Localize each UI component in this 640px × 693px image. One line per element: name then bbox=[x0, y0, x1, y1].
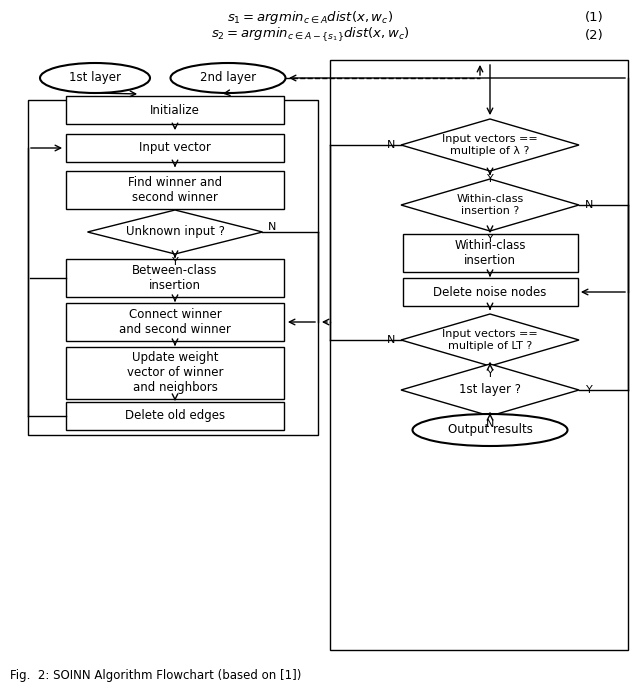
Text: (1): (1) bbox=[584, 10, 604, 24]
Text: Output results: Output results bbox=[447, 423, 532, 437]
FancyBboxPatch shape bbox=[330, 60, 628, 650]
Polygon shape bbox=[401, 119, 579, 171]
FancyBboxPatch shape bbox=[28, 100, 318, 435]
Text: Within-class
insertion ?: Within-class insertion ? bbox=[456, 194, 524, 216]
Text: N: N bbox=[486, 419, 494, 429]
Text: Y: Y bbox=[586, 385, 593, 395]
Text: Delete old edges: Delete old edges bbox=[125, 410, 225, 423]
Text: Find winner and
second winner: Find winner and second winner bbox=[128, 176, 222, 204]
FancyBboxPatch shape bbox=[403, 234, 577, 272]
Text: N: N bbox=[387, 335, 395, 345]
Text: Between-class
insertion: Between-class insertion bbox=[132, 264, 218, 292]
Ellipse shape bbox=[170, 63, 285, 93]
FancyBboxPatch shape bbox=[66, 134, 284, 162]
Text: (2): (2) bbox=[584, 28, 604, 42]
Text: Y: Y bbox=[486, 174, 493, 184]
Ellipse shape bbox=[40, 63, 150, 93]
FancyBboxPatch shape bbox=[66, 259, 284, 297]
Text: 1st layer: 1st layer bbox=[69, 71, 121, 85]
Text: Unknown input ?: Unknown input ? bbox=[125, 225, 225, 238]
Polygon shape bbox=[401, 314, 579, 366]
Text: $s_1 = argmin_{c\in A}dist(x,w_c)$: $s_1 = argmin_{c\in A}dist(x,w_c)$ bbox=[227, 8, 393, 26]
Text: 2nd layer: 2nd layer bbox=[200, 71, 256, 85]
FancyBboxPatch shape bbox=[66, 96, 284, 124]
Text: Y: Y bbox=[172, 257, 179, 267]
Text: N: N bbox=[268, 222, 276, 232]
Text: Fig.  2: SOINN Algorithm Flowchart (based on [1]): Fig. 2: SOINN Algorithm Flowchart (based… bbox=[10, 669, 301, 683]
FancyBboxPatch shape bbox=[66, 303, 284, 341]
Ellipse shape bbox=[413, 414, 568, 446]
Text: Input vector: Input vector bbox=[139, 141, 211, 155]
Text: Within-class
insertion: Within-class insertion bbox=[454, 239, 525, 267]
Text: Connect winner
and second winner: Connect winner and second winner bbox=[119, 308, 231, 336]
Text: $s_2 = argmin_{c\in A-\{s_1\}}dist(x,w_c)$: $s_2 = argmin_{c\in A-\{s_1\}}dist(x,w_c… bbox=[211, 26, 409, 44]
Text: Y: Y bbox=[486, 234, 493, 244]
Polygon shape bbox=[401, 364, 579, 416]
FancyBboxPatch shape bbox=[66, 347, 284, 399]
Polygon shape bbox=[88, 210, 262, 254]
Text: Update weight
vector of winner
and neighbors: Update weight vector of winner and neigh… bbox=[127, 351, 223, 394]
Text: N: N bbox=[585, 200, 593, 210]
Text: Input vectors ==
multiple of LT ?: Input vectors == multiple of LT ? bbox=[442, 329, 538, 351]
Text: 1st layer ?: 1st layer ? bbox=[459, 383, 521, 396]
Polygon shape bbox=[401, 179, 579, 231]
FancyBboxPatch shape bbox=[403, 278, 577, 306]
Text: Y: Y bbox=[486, 369, 493, 379]
Text: Initialize: Initialize bbox=[150, 103, 200, 116]
Text: N: N bbox=[387, 140, 395, 150]
FancyBboxPatch shape bbox=[66, 402, 284, 430]
Text: Delete noise nodes: Delete noise nodes bbox=[433, 286, 547, 299]
Text: Input vectors ==
multiple of λ ?: Input vectors == multiple of λ ? bbox=[442, 134, 538, 156]
FancyBboxPatch shape bbox=[66, 171, 284, 209]
